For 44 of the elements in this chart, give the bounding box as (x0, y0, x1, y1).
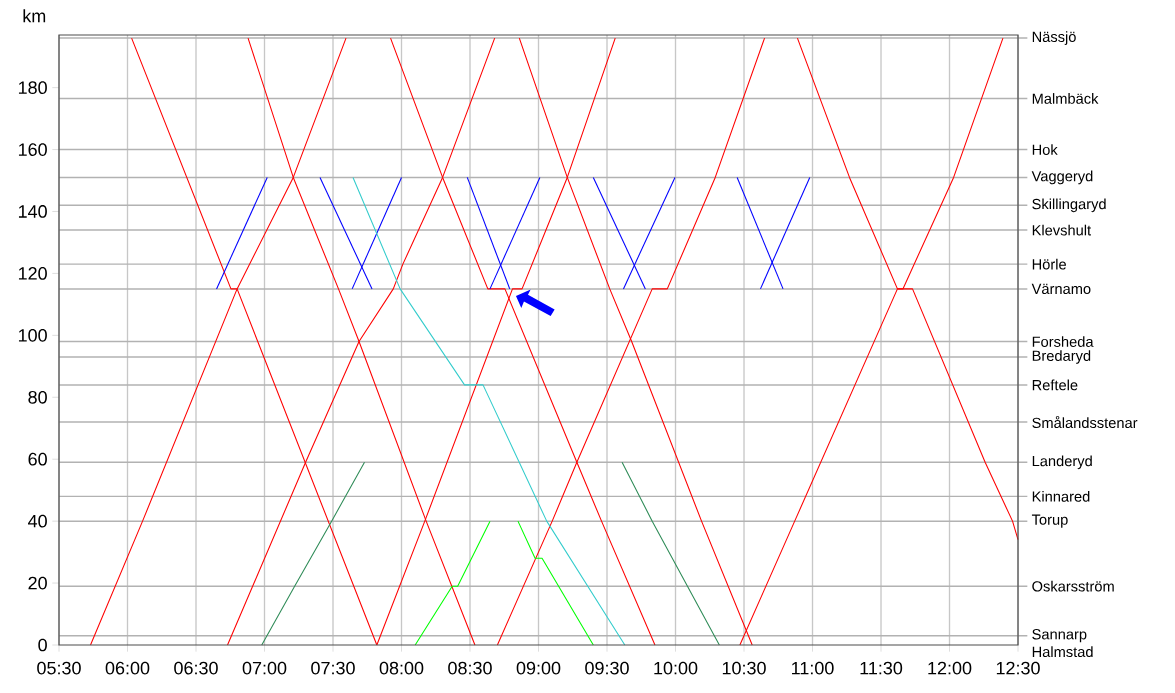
y-tick-label: 0 (38, 638, 47, 652)
x-tick-label: 06:30 (174, 661, 218, 675)
y-tick-label: 160 (18, 143, 47, 156)
ref-line-label: Oskarsström (1032, 580, 1114, 592)
ref-line-label: Bredaryd (1032, 350, 1091, 364)
y-tick-label: 100 (18, 328, 47, 342)
text: Halmstad (1032, 646, 1093, 658)
x-tick-label: 07:30 (311, 661, 355, 675)
ref-line-label: Malmbäck (1032, 93, 1099, 104)
ref-line-label: Hok (1032, 144, 1058, 155)
ref-line-label: Hörle (1032, 258, 1066, 270)
ref-line-label: Forsheda (1032, 336, 1094, 347)
x-tick-label: 08:00 (379, 661, 424, 675)
x-tick-label: 06:00 (105, 661, 150, 675)
y-tick-label: 20 (28, 576, 47, 590)
x-tick-label: 08:30 (448, 661, 492, 675)
y-tick-label: 80 (28, 390, 47, 404)
ref-line-label: Vaggeryd (1031, 170, 1093, 185)
ref-line-label: Skillingaryd (1032, 198, 1106, 213)
x-tick-label: 10:00 (654, 661, 698, 675)
ref-line-label: Reftele (1032, 379, 1078, 391)
ref-line-label: Smålandsstenar (1032, 416, 1138, 429)
x-tick-label: 09:00 (516, 661, 561, 675)
ref-line-label: Klevshult (1032, 224, 1092, 236)
ref-line-label: Landeryd (1032, 455, 1092, 470)
ref-line-label: Nässjö (1032, 31, 1076, 45)
y-tick-label: 140 (18, 205, 47, 218)
x-tick-label: 12:30 (996, 661, 1040, 675)
x-tick-label: 07:00 (242, 661, 287, 675)
x-tick-label: 12:00 (928, 661, 972, 675)
ref-line-label: Kinnared (1032, 490, 1090, 502)
ref-line-label: Torup (1031, 514, 1068, 528)
x-tick-label: 11:30 (860, 661, 903, 675)
x-tick-label: 09:30 (585, 661, 629, 675)
x-tick-label: 10:30 (722, 661, 766, 675)
y-tick-label: 120 (18, 267, 47, 280)
ref-line-label: Sannarp (1032, 629, 1087, 643)
x-tick-label: 11:00 (792, 661, 834, 675)
ref-line-label: Värnamo (1031, 283, 1091, 295)
y-tick-label: 60 (28, 452, 47, 466)
y-tick-label: 40 (28, 514, 47, 528)
y-axis-title: km (23, 9, 46, 23)
y-tick-label: 180 (18, 81, 47, 94)
x-tick-label: 05:30 (37, 661, 81, 675)
